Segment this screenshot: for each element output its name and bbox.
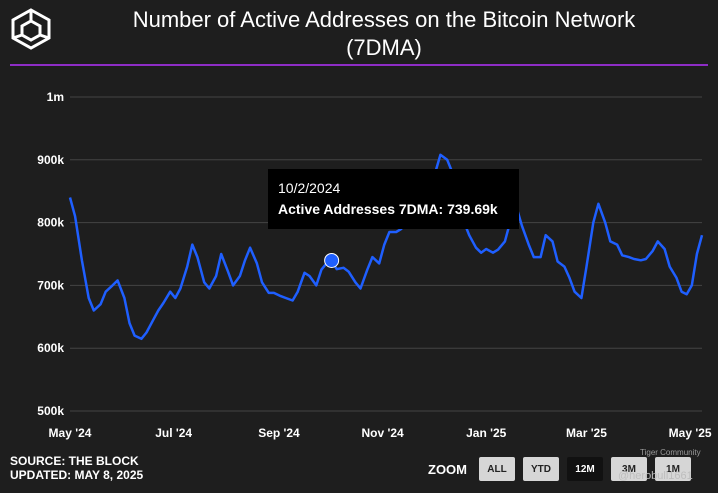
y-tick-label: 900k: [37, 153, 64, 167]
hover-marker[interactable]: [324, 252, 340, 268]
x-tick-label: Mar '25: [566, 426, 607, 440]
watermark-handle: @herobull1661: [618, 470, 693, 482]
y-tick-label: 500k: [37, 404, 64, 418]
source-text: SOURCE: THE BLOCK: [10, 454, 139, 468]
chart-tooltip: 10/2/2024 Active Addresses 7DMA: 739.69k: [268, 169, 519, 229]
y-tick-label: 700k: [37, 278, 64, 292]
zoom-3m-button[interactable]: 3M: [611, 457, 647, 481]
zoom-controls: ZOOM ALL YTD 12M 3M 1M: [428, 455, 691, 483]
x-axis-ticks: May '24 Jul '24 Sep '24 Nov '24 Jan '25 Mar '…: [49, 426, 712, 440]
tooltip-date: 10/2/2024: [278, 180, 341, 196]
watermark-community: Tiger Community: [640, 448, 701, 457]
zoom-12m-button[interactable]: 12M: [567, 457, 603, 481]
x-tick-label: Nov '24: [361, 426, 404, 440]
chart-title: Number of Active Addresses on the Bitcoi…: [60, 6, 708, 62]
source-block: SOURCE: THE BLOCK UPDATED: MAY 8, 2025: [10, 454, 143, 482]
grid-lines: [70, 96, 702, 412]
chart-title-line-2: (7DMA): [346, 35, 422, 60]
tooltip-value: Active Addresses 7DMA: 739.69k: [278, 201, 498, 217]
y-tick-label: 800k: [37, 216, 64, 230]
x-tick-label: May '25: [669, 426, 712, 440]
series-line-active-addresses: [68, 153, 704, 341]
the-block-cube-icon: [11, 8, 51, 50]
x-tick-label: Sep '24: [258, 426, 300, 440]
title-divider: [10, 64, 708, 66]
series-group: [68, 153, 704, 341]
zoom-label: ZOOM: [428, 461, 467, 477]
y-axis-ticks: 500k 600k 700k 800k 900k 1m: [37, 90, 64, 418]
zoom-all-button[interactable]: ALL: [479, 457, 515, 481]
x-tick-label: Jul '24: [155, 426, 192, 440]
y-tick-label: 1m: [47, 90, 64, 104]
y-tick-label: 600k: [37, 341, 64, 355]
hover-marker-group: [324, 252, 340, 268]
zoom-ytd-button[interactable]: YTD: [523, 457, 559, 481]
x-tick-label: Jan '25: [466, 426, 507, 440]
x-tick-label: May '24: [49, 426, 92, 440]
zoom-1m-button[interactable]: 1M: [655, 457, 691, 481]
updated-text: UPDATED: MAY 8, 2025: [10, 468, 144, 482]
chart-title-line-1: Number of Active Addresses on the Bitcoi…: [132, 7, 636, 32]
